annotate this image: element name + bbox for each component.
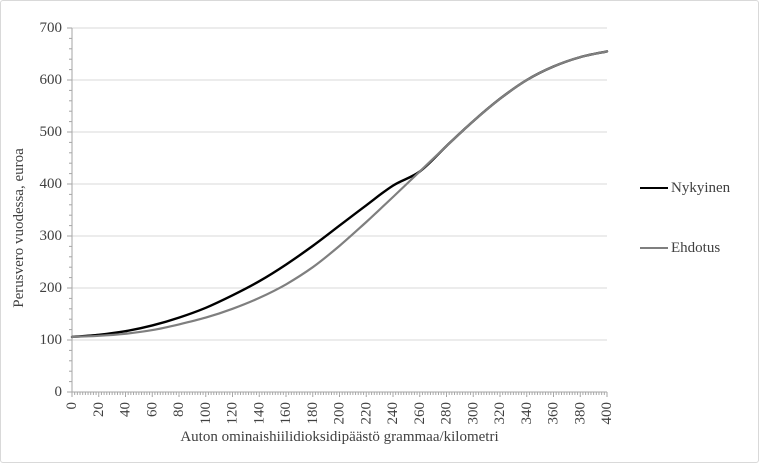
x-tick-label-140: 140 [251, 402, 267, 425]
x-tick-label-240: 240 [385, 402, 401, 425]
y-tick-label-600: 600 [40, 72, 63, 88]
x-tick-label-400: 400 [599, 402, 615, 425]
x-tick-label-300: 300 [465, 402, 481, 425]
y-tick-label-0: 0 [55, 384, 63, 400]
x-tick-label-120: 120 [225, 402, 241, 425]
x-tick-label-180: 180 [305, 402, 321, 425]
legend-item-nykyinen: Nykyinen [640, 178, 730, 198]
y-tick-label-700: 700 [40, 20, 63, 36]
y-tick-label-500: 500 [40, 124, 63, 140]
y-tick-label-300: 300 [40, 228, 63, 244]
series-line-nykyinen [70, 50, 609, 339]
x-tick-label-20: 20 [91, 402, 107, 417]
y-tick-label-200: 200 [40, 280, 63, 296]
x-tick-label-200: 200 [332, 402, 348, 425]
x-tick-label-0: 0 [64, 402, 80, 410]
series-line-ehdotus [70, 50, 609, 338]
y-axis-title: Perusvero vuodessa, euroa [11, 148, 27, 308]
y-tick-label-400: 400 [40, 176, 63, 192]
x-tick-label-380: 380 [572, 402, 588, 425]
x-tick-label-160: 160 [278, 402, 294, 425]
x-tick-label-360: 360 [546, 402, 562, 425]
x-tick-label-260: 260 [412, 402, 428, 425]
x-axis-title: Auton ominaishiilidioksidipäästö grammaa… [180, 429, 498, 445]
x-tick-label-280: 280 [439, 402, 455, 425]
x-tick-label-320: 320 [492, 402, 508, 425]
nykyinen-line-swatch [640, 187, 668, 189]
x-tick-label-340: 340 [519, 402, 535, 425]
x-tick-label-220: 220 [358, 402, 374, 425]
legend-label-ehdotus: Ehdotus [671, 239, 721, 256]
x-tick-label-100: 100 [198, 402, 214, 425]
legend-item-ehdotus: Ehdotus [640, 238, 720, 258]
legend-label-nykyinen: Nykyinen [671, 179, 731, 196]
y-tick-label-100: 100 [40, 332, 63, 348]
x-tick-label-80: 80 [171, 402, 187, 417]
ehdotus-line-swatch [640, 247, 668, 249]
x-tick-label-40: 40 [118, 402, 134, 417]
x-tick-label-60: 60 [144, 402, 160, 417]
